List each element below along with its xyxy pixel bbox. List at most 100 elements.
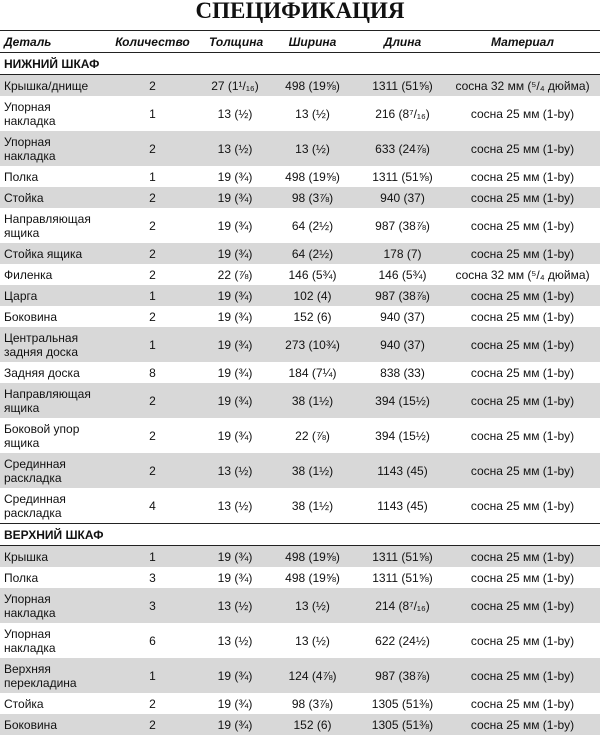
table-cell: 2 [100,383,205,418]
table-cell: сосна 32 мм (⁵/₄ дюйма) [445,74,600,96]
table-cell: 13 (½) [295,633,330,648]
table-cell: 1305 (51⅜) [360,714,445,735]
table-cell: 152 (6) [293,309,332,324]
column-header: Толщина [205,30,265,53]
table-cell: 498 (19⅝) [285,169,340,184]
table-cell: Упорная накладка [0,588,100,623]
column-header: Материал [445,30,600,53]
table-cell: 6 [149,633,156,648]
table-row: Направляющая ящика 2 19 (¾) 38 (1½) 394 (15½… [0,383,600,418]
table-cell: Боковина [4,309,57,324]
table-row: Боковой упор ящика 2 19 (¾) 22 (⅞) 394 (15½)… [0,418,600,453]
table-cell: Задняя доска [4,365,80,380]
table-cell: 2 [149,428,156,443]
table-cell: 19 (¾) [205,658,265,693]
table-cell: 633 (24⅞) [360,131,445,166]
table-row: Упорная накладка 6 13 (½) 13 (½) 622 (24½) со… [0,623,600,658]
column-header: Ширина [265,30,360,53]
document-title: СПЕЦИФИКАЦИЯ [195,0,405,23]
table-cell: 152 (6) [265,714,360,735]
table-cell: 1 [100,545,205,567]
table-cell: 19 (¾) [217,365,253,380]
table-cell: 146 (5¾) [288,267,337,282]
table-cell: сосна 25 мм (1-by) [470,365,575,380]
table-row: Направляющая ящика 2 19 (¾) 64 (2½) 987 (38⅞… [0,208,600,243]
table-row: Полка 1 19 (¾) 498 (19⅝) 1311 (51⅝) сосна 25 … [0,166,600,187]
table-cell: 622 (24½) [375,633,430,648]
table-cell: 1 [149,106,156,121]
table-cell: Упорная накладка [4,99,56,128]
column-header: Деталь [0,30,100,53]
table-row: Полка 3 19 (¾) 498 (19⅝) 1311 (51⅝) сосна 25 … [0,567,600,588]
table-cell: 2 [100,243,205,264]
table-row: Упорная накладка 3 13 (½) 13 (½) 214 (8⁷/₁₆)… [0,588,600,623]
table-cell: 1143 (45) [377,498,428,513]
table-cell: 64 (2½) [265,243,360,264]
table-cell: 987 (38⅞) [360,285,445,306]
table-row: Упорная накладка 2 13 (½) 13 (½) 633 (24⅞) со… [0,131,600,166]
table-cell: 19 (¾) [217,309,253,324]
table-row: Боковина 2 19 (¾) 152 (6) 1305 (51⅜) сосна 25… [0,714,600,735]
table-row: Филенка 2 22 (⅞) 146 (5¾) 146 (5¾) сосна 32 м… [0,264,600,285]
table-cell: Верхняя перекладина [0,658,100,693]
table-cell: 19 (¾) [205,545,265,567]
table-cell: 13 (½) [217,106,253,121]
table-cell: 13 (½) [265,131,360,166]
table-cell: 2 [100,453,205,488]
table-cell: 1311 (51⅝) [372,570,433,585]
table-cell: сосна 25 мм (1-by) [445,588,600,623]
table-cell: 2 [100,131,205,166]
table-cell: 146 (5¾) [378,267,427,282]
table-cell: сосна 25 мм (1-by) [470,498,575,513]
table-cell: 13 (½) [205,588,265,623]
table-cell: Центральная задняя доска [0,327,100,362]
table-cell: 940 (37) [380,309,425,324]
column-header: Длина [360,30,445,53]
table-cell: 4 [149,498,156,513]
table-cell: 102 (4) [265,285,360,306]
table-cell: 1305 (51⅜) [371,696,434,711]
table-cell: 987 (38⅞) [360,658,445,693]
table-row: Верхняя перекладина 1 19 (¾) 124 (4⅞) 987 (3… [0,658,600,693]
table-cell: Боковина [0,714,100,735]
table-row: Крышка/днище 2 27 (1¹/₁₆) 498 (19⅝) 1311 (51… [0,74,600,96]
table-cell: сосна 25 мм (1-by) [470,633,575,648]
table-row: Упорная накладка 1 13 (½) 13 (½) 216 (8⁷/₁₆)… [0,96,600,131]
table-cell: сосна 25 мм (1-by) [445,545,600,567]
table-cell: 19 (¾) [205,327,265,362]
table-cell: 3 [100,588,205,623]
table-cell: 19 (¾) [217,218,253,233]
table-cell: Срединная раскладка [0,453,100,488]
table-cell: 1 [100,658,205,693]
table-cell: Стойка ящика [0,243,100,264]
table-cell: 394 (15½) [375,428,430,443]
table-cell: 178 (7) [360,243,445,264]
table-cell: 98 (3⅞) [265,187,360,208]
section-title: ВЕРХНИЙ ШКАФ [0,523,600,546]
table-cell: 1311 (51⅝) [360,74,445,96]
table-row: Царга 1 19 (¾) 102 (4) 987 (38⅞) сосна 25 мм … [0,285,600,306]
table-cell: 19 (¾) [205,383,265,418]
table-cell: 19 (¾) [205,714,265,735]
table-cell: 498 (19⅝) [285,570,340,585]
table-cell: 19 (¾) [217,570,253,585]
table-cell: сосна 25 мм (1-by) [470,428,575,443]
table-cell: 13 (½) [205,131,265,166]
table-cell: Боковой упор ящика [4,421,80,450]
table-cell: сосна 32 мм (⁵/₄ дюйма) [455,267,590,282]
table-cell: Полка [4,570,39,585]
table-cell: Стойка [4,696,44,711]
table-row: Боковина 2 19 (¾) 152 (6) 940 (37) сосна 25 м… [0,306,600,327]
table-cell: 38 (1½) [291,498,334,513]
table-cell: 940 (37) [360,327,445,362]
table-cell: 2 [100,187,205,208]
table-cell: сосна 25 мм (1-by) [470,309,575,324]
column-header: Количество [100,30,205,53]
table-cell: 2 [149,267,156,282]
section-row: НИЖНИЙ ШКАФ [0,52,600,75]
header-row: Деталь Количество Толщина Ширина Длина Матери… [0,30,600,53]
table-cell: Упорная накладка [4,626,56,655]
table-cell: сосна 25 мм (1-by) [445,131,600,166]
table-row: Срединная раскладка 2 13 (½) 38 (1½) 1143 (4… [0,453,600,488]
table-cell: 27 (1¹/₁₆) [205,74,265,96]
